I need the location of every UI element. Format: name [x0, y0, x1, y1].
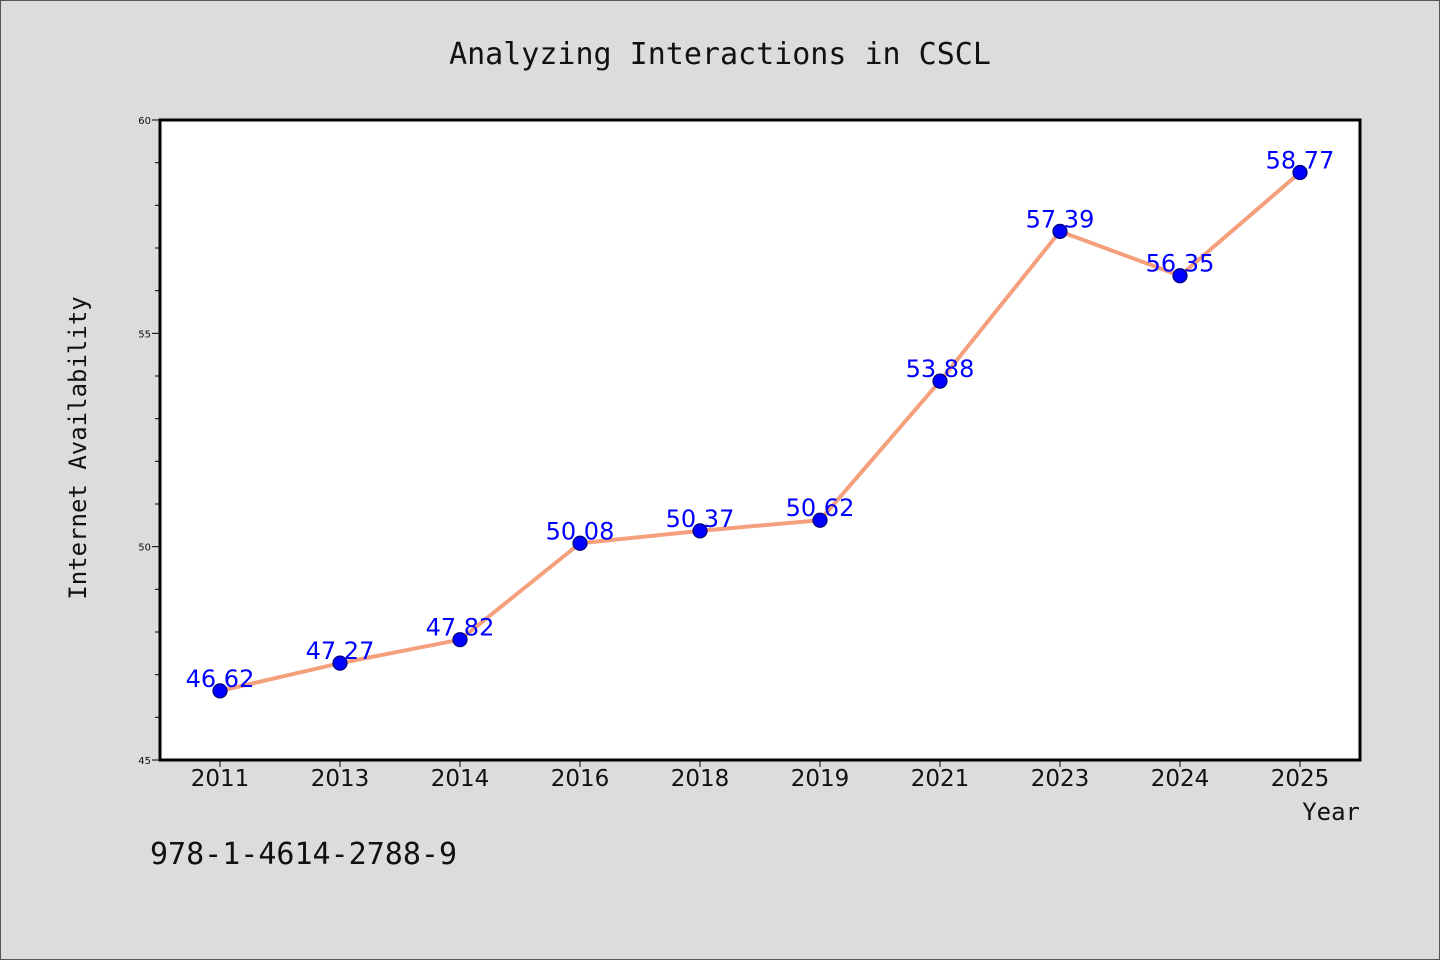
y-tick-label: 60: [138, 116, 151, 127]
data-point-marker: [812, 512, 828, 528]
data-point-marker: [212, 683, 228, 699]
y-tick-label: 50: [138, 543, 151, 554]
x-tick-label: 2024: [1151, 766, 1210, 792]
y-tick-label: 55: [138, 329, 151, 340]
y-tick-label: 45: [138, 756, 151, 767]
data-markers: [212, 164, 1308, 699]
data-point-marker: [692, 523, 708, 539]
x-tick-label: 2013: [311, 766, 370, 792]
x-tick-label: 2011: [191, 766, 250, 792]
data-point-marker: [1292, 164, 1308, 181]
series-group: [218, 170, 1302, 693]
data-point-marker: [332, 655, 348, 671]
series-line: [218, 170, 1302, 693]
plot-frame: [158, 118, 1362, 762]
x-axis-label: Year: [1302, 798, 1360, 826]
x-tick-label: 2018: [671, 766, 730, 792]
x-tick-label: 2023: [1031, 766, 1090, 792]
data-point-marker: [572, 535, 588, 551]
data-point-marker: [932, 373, 948, 389]
y-axis-label: Internet Availability: [64, 296, 92, 599]
x-tick-label: 2014: [431, 766, 490, 792]
x-tick-label: 2021: [911, 766, 970, 792]
x-tick-label: 2025: [1271, 766, 1330, 792]
axis-ticks: 45 50 55 60 2011 2013 2014 2016 2018 2019 2021 2023…: [138, 116, 1329, 792]
x-tick-label: 2019: [791, 766, 850, 792]
data-point-marker: [452, 632, 468, 648]
data-point-marker: [1172, 268, 1188, 284]
x-tick-label: 2016: [551, 766, 610, 792]
data-point-marker: [1052, 223, 1068, 239]
chart-title: Analyzing Interactions in CSCL: [449, 37, 991, 72]
plot-area: [160, 120, 1360, 760]
isbn-text: 978-1-4614-2788-9: [150, 837, 457, 872]
